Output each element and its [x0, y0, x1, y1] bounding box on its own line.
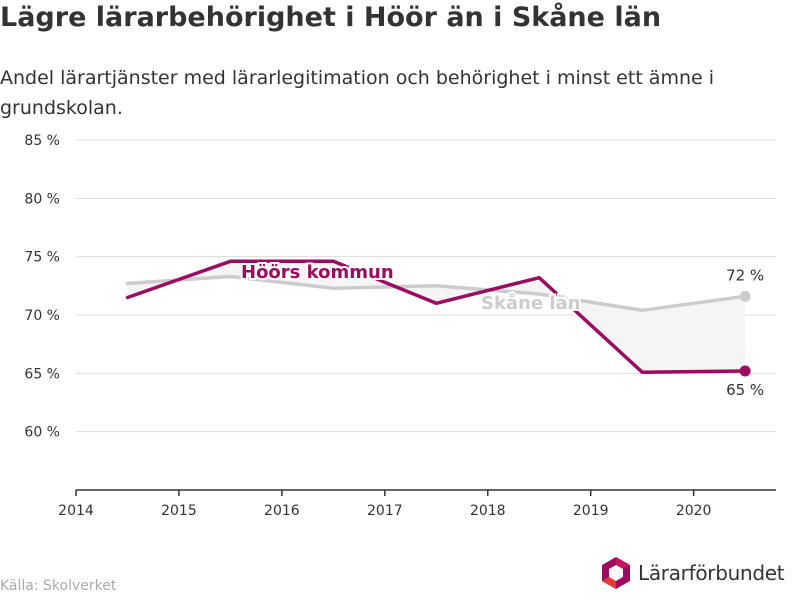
chart-title: Lägre lärarbehörighet i Höör än i Skåne …: [0, 2, 662, 33]
end-label-skane: 72 %: [726, 266, 764, 284]
gap-area: [127, 261, 746, 373]
y-tick-label: 80 %: [24, 191, 60, 207]
end-point-hoor: [739, 365, 751, 377]
x-tick-label: 2015: [161, 503, 197, 519]
series-label-skane: Skåne län: [481, 292, 581, 314]
x-tick-label: 2020: [676, 503, 712, 519]
x-tick-label: 2017: [367, 503, 403, 519]
x-tick-label: 2019: [573, 503, 609, 519]
x-tick-label: 2014: [58, 503, 94, 519]
x-tick-label: 2016: [264, 503, 300, 519]
end-point-skane: [739, 290, 751, 302]
end-label-hoor: 65 %: [726, 381, 764, 399]
lararforbundet-logo-icon: [602, 557, 630, 589]
series-line-hoor: [125, 259, 747, 374]
source-note: Källa: Skolverket: [0, 578, 117, 594]
x-tick-label: 2018: [470, 503, 506, 519]
y-tick-label: 85 %: [24, 133, 60, 149]
y-tick-label: 60 %: [24, 425, 60, 441]
logo-text: Lärarförbundet: [638, 561, 785, 585]
y-tick-label: 70 %: [24, 308, 60, 324]
brand-logo: Lärarförbundet: [600, 556, 785, 590]
chart-subtitle: Andel lärartjänster med lärarlegitimatio…: [0, 67, 715, 119]
series-line-skane: [125, 274, 747, 313]
y-tick-label: 75 %: [24, 250, 60, 266]
series-label-hoor: Höörs kommun: [241, 262, 394, 283]
y-tick-label: 65 %: [24, 366, 60, 382]
